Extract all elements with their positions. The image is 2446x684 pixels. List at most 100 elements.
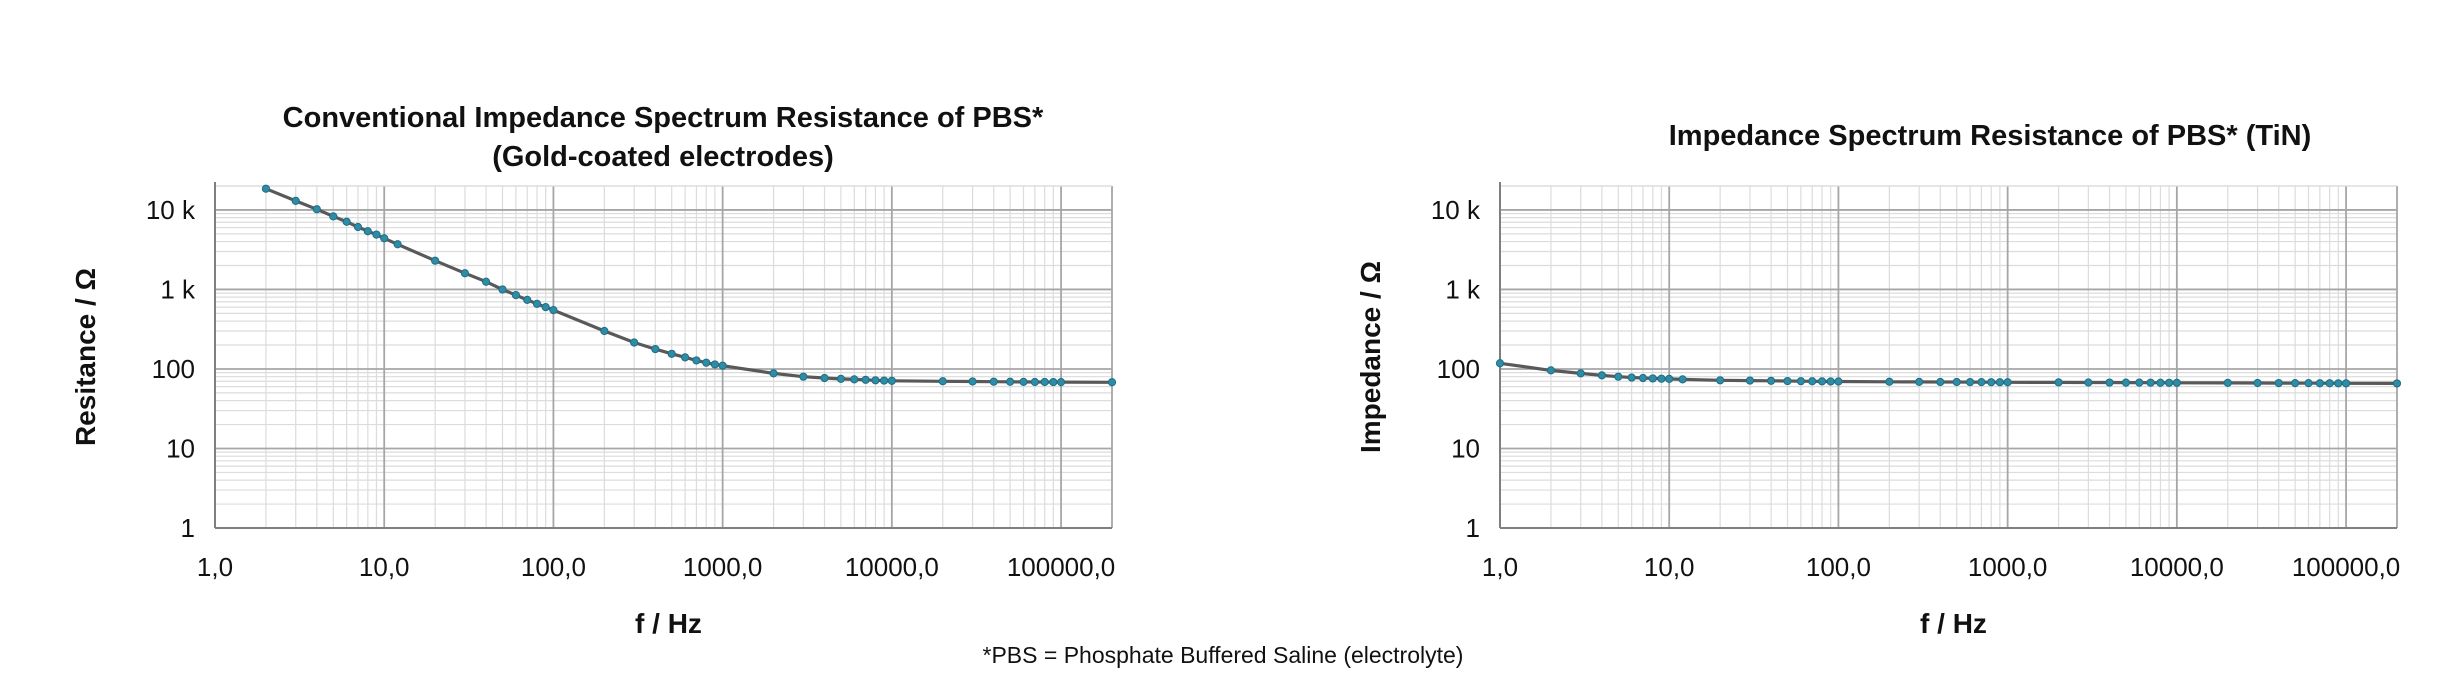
- data-point: [1657, 374, 1666, 383]
- data-point: [1952, 377, 1961, 387]
- data-point: [1796, 377, 1805, 386]
- data-point: [850, 375, 859, 384]
- x-tick-label: 10000,0: [845, 552, 939, 582]
- data-point: [836, 374, 846, 384]
- y-tick-label: 1: [181, 513, 195, 543]
- data-point: [363, 227, 372, 236]
- data-point: [820, 373, 829, 383]
- data-point: [1936, 377, 1945, 387]
- data-point: [600, 326, 609, 336]
- data-point: [710, 360, 719, 369]
- data-point: [1056, 378, 1066, 387]
- data-point: [523, 295, 532, 304]
- data-point: [692, 356, 701, 365]
- data-point: [2165, 378, 2174, 387]
- data-point: [1977, 378, 1986, 387]
- y-tick-label: 1 k: [1445, 274, 1481, 304]
- minor-gridlines: [215, 185, 1113, 528]
- y-tick-label: 1: [1466, 513, 1480, 543]
- major-gridlines: [1499, 185, 2398, 529]
- x-tick-label: 100,0: [1806, 552, 1871, 582]
- data-point: [2003, 378, 2012, 387]
- data-point: [1665, 374, 1674, 384]
- data-point: [1885, 377, 1894, 386]
- x-axis-label: f / Hz: [1920, 608, 1987, 639]
- y-axis-label: Resitance / Ω: [70, 268, 101, 446]
- data-point: [1817, 377, 1827, 386]
- data-point: [667, 349, 676, 358]
- data-point: [1766, 376, 1776, 385]
- x-axis-label: f / Hz: [635, 608, 702, 639]
- data-point: [1783, 376, 1792, 386]
- x-tick-label: 1000,0: [683, 552, 763, 582]
- data-point: [1745, 376, 1755, 385]
- data-point: [1834, 377, 1843, 386]
- data-point: [2253, 378, 2262, 388]
- data-point: [880, 376, 889, 385]
- data-point: [393, 240, 402, 249]
- data-point: [2223, 378, 2232, 388]
- data-point: [1716, 376, 1725, 385]
- data-point: [532, 299, 542, 308]
- data-point: [312, 205, 321, 214]
- x-tick-label: 10,0: [1644, 552, 1695, 582]
- data-point: [651, 344, 660, 354]
- data-point: [2172, 378, 2181, 387]
- data-point: [511, 290, 520, 300]
- data-point: [2291, 379, 2300, 388]
- y-tick-label: 10 k: [146, 195, 196, 225]
- data-point: [1030, 377, 1039, 387]
- data-point: [2392, 379, 2402, 388]
- data-point: [1678, 375, 1687, 384]
- data-point: [630, 338, 639, 347]
- data-point: [541, 302, 550, 312]
- data-point: [549, 305, 558, 315]
- x-tick-label: 100000,0: [2292, 552, 2400, 582]
- data-point: [460, 269, 470, 278]
- data-point: [380, 234, 389, 243]
- data-point: [372, 230, 381, 239]
- data-point: [702, 358, 711, 367]
- data-point: [1006, 377, 1015, 386]
- data-point: [1040, 377, 1049, 387]
- data-point: [1495, 359, 1505, 368]
- data-point: [261, 184, 271, 193]
- data-point: [1546, 366, 1556, 375]
- data-point: [718, 361, 727, 370]
- x-tick-label: 1000,0: [1968, 552, 2048, 582]
- y-tick-label: 10: [1451, 433, 1480, 463]
- data-point: [1987, 378, 1996, 387]
- data-point: [989, 377, 998, 386]
- data-point: [871, 376, 880, 385]
- minor-gridlines: [1500, 185, 2398, 528]
- data-point: [1648, 374, 1657, 383]
- data-point: [799, 372, 808, 381]
- data-point: [1107, 378, 1117, 387]
- data-point: [1965, 377, 1975, 387]
- data-point: [2121, 378, 2131, 387]
- data-point: [2325, 379, 2334, 388]
- data-point: [1614, 372, 1623, 381]
- data-point: [353, 222, 363, 232]
- data-point: [498, 285, 507, 294]
- data-point: [2084, 378, 2093, 387]
- data-point: [1049, 377, 1058, 387]
- data-point: [342, 217, 351, 226]
- data-point: [680, 353, 690, 362]
- chart-2: 1 10 100 1 k 10 k 1,0 10,0 100,0 1000,0 10000,0 10…: [1355, 120, 2402, 639]
- x-tick-label: 1,0: [1482, 552, 1518, 582]
- data-point: [2156, 378, 2165, 387]
- data-point: [1576, 369, 1585, 378]
- chart-1: 1 10 100 1 k 10 k 1,0 10,0 100,0 1000,0 10000,0 10…: [70, 102, 1117, 639]
- data-point: [329, 212, 338, 221]
- data-point: [861, 375, 870, 384]
- x-tick-label: 100,0: [521, 552, 586, 582]
- chart-subtitle: (Gold-coated electrodes): [492, 141, 834, 173]
- data-point: [1638, 373, 1648, 383]
- data-point: [2334, 379, 2343, 388]
- data-point: [2105, 378, 2114, 387]
- data-point: [938, 377, 947, 386]
- major-gridlines: [214, 185, 1113, 529]
- y-tick-label: 10 k: [1431, 195, 1481, 225]
- data-point: [2304, 379, 2313, 388]
